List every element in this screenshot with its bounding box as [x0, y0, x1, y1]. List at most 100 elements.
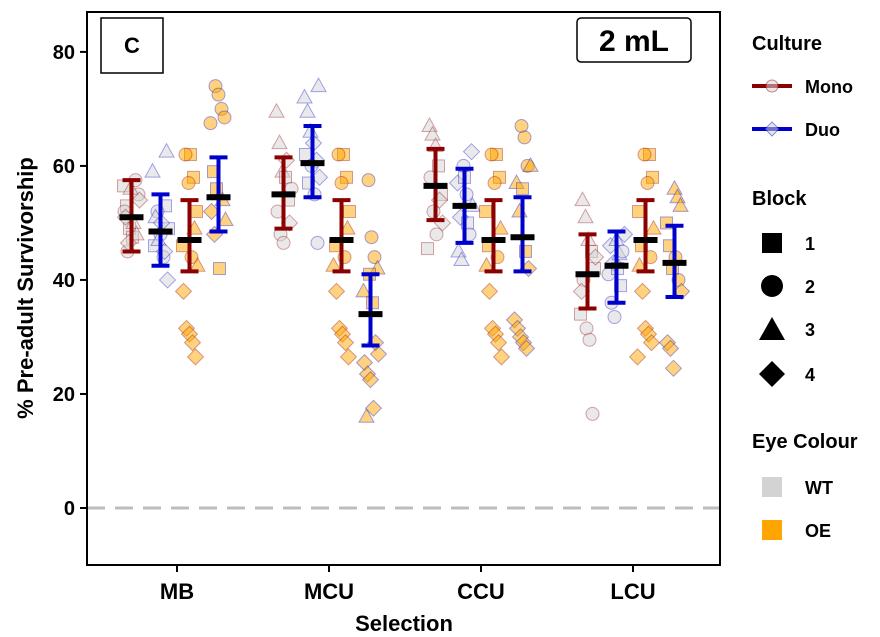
data-point-circle: [640, 176, 655, 191]
legend-oe-swatch: [762, 520, 782, 540]
x-axis-title: Selection: [355, 611, 453, 636]
data-point-circle: [607, 310, 622, 325]
data-point-square: [479, 205, 492, 219]
x-tick-label: MCU: [304, 579, 354, 604]
data-point-circle: [331, 147, 346, 162]
x-tick-label: MB: [160, 579, 194, 604]
data-point-square: [213, 262, 226, 276]
data-point-circle: [487, 176, 502, 191]
legend-wt-label: WT: [805, 478, 833, 498]
data-point-triangle: [645, 219, 662, 235]
legend: Culture Mono Duo Block 1 2 3 4 Eye Colou…: [752, 33, 858, 541]
data-point-circle: [310, 235, 325, 250]
data-point-circle: [203, 116, 218, 131]
legend-block2-circle-icon: [761, 275, 783, 297]
data-point-diamond: [492, 348, 511, 366]
data-point-diamond: [183, 333, 202, 352]
legend-oe-label: OE: [805, 521, 831, 541]
data-point-circle: [334, 176, 349, 191]
data-point-diamond: [369, 345, 388, 363]
data-point-circle: [582, 332, 597, 347]
data-point-diamond: [642, 333, 661, 352]
data-point-circle: [178, 147, 193, 162]
data-point-circle: [276, 235, 291, 250]
data-point-triangle: [666, 179, 683, 195]
y-tick-label: 20: [53, 384, 75, 406]
data-point-triangle: [424, 125, 441, 141]
data-point-diamond: [364, 399, 383, 417]
x-tick-label: CCU: [457, 579, 505, 604]
legend-item-duo: Duo: [752, 120, 840, 140]
axis-layer: 0 20 40 60 80 MB MCU CCU LCU: [53, 42, 656, 604]
x-tick-label: LCU: [610, 579, 655, 604]
legend-block3-label: 3: [805, 320, 815, 340]
data-point-diamond: [327, 282, 346, 301]
data-point-triangle: [672, 196, 689, 212]
data-point-triangle: [271, 134, 288, 150]
data-point-square: [632, 205, 645, 219]
data-point-triangle: [450, 242, 467, 258]
data-point-triangle: [217, 211, 234, 227]
data-point-triangle: [492, 219, 509, 235]
panel-label-box: [100, 17, 164, 74]
legend-culture-title: Culture: [752, 33, 822, 55]
data-point-triangle: [158, 142, 175, 158]
data-point-square: [190, 205, 203, 219]
data-point-diamond: [586, 248, 605, 266]
data-point-triangle: [522, 156, 539, 172]
data-point-circle: [484, 147, 499, 162]
data-point-square: [299, 148, 312, 162]
legend-mono-label: Mono: [805, 77, 853, 97]
data-point-diamond: [489, 333, 508, 352]
data-point-diamond: [517, 339, 536, 358]
data-point-triangle: [421, 116, 438, 133]
legend-eye-title: Eye Colour: [752, 431, 858, 453]
y-tick-label: 80: [53, 42, 75, 64]
y-axis-title: % Pre-adult Survivorship: [13, 157, 38, 419]
legend-wt-swatch: [762, 477, 782, 497]
y-tick-label: 60: [53, 156, 75, 178]
legend-block4-label: 4: [805, 365, 815, 385]
data-point-circle: [217, 110, 232, 125]
volume-label: 2 mL: [599, 25, 669, 58]
data-point-triangle: [574, 191, 591, 207]
data-point-triangle: [268, 102, 285, 118]
data-point-triangle: [358, 407, 375, 423]
data-point-circle: [579, 321, 594, 336]
legend-duo-label: Duo: [805, 120, 840, 140]
y-tick-label: 40: [53, 270, 75, 292]
data-point-diamond: [628, 348, 647, 366]
data-point-triangle: [577, 208, 594, 224]
data-point-triangle: [310, 77, 327, 93]
data-point-circle: [211, 87, 226, 102]
data-point-circle: [585, 406, 600, 421]
data-point-diamond: [633, 282, 652, 301]
data-point-circle: [429, 227, 444, 242]
data-point-diamond: [174, 282, 193, 301]
points-layer: [116, 77, 691, 423]
data-point-square: [421, 242, 434, 256]
bars-layer: [119, 124, 687, 348]
data-point-diamond: [130, 191, 149, 209]
legend-mono-point: [765, 79, 779, 93]
data-point-circle: [367, 250, 382, 265]
data-point-diamond: [186, 348, 205, 366]
data-point-diamond: [664, 359, 683, 378]
data-point-circle: [517, 130, 532, 145]
data-point-diamond: [462, 142, 481, 161]
plot-panel: [86, 11, 721, 566]
data-point-circle: [514, 119, 529, 134]
legend-block1-square-icon: [762, 233, 782, 253]
data-point-triangle: [339, 219, 356, 235]
legend-block-title: Block: [752, 188, 807, 210]
data-point-diamond: [480, 282, 499, 301]
legend-block4-diamond-icon: [759, 361, 785, 387]
legend-block2-label: 2: [805, 277, 815, 297]
legend-item-mono: Mono: [752, 77, 853, 97]
data-point-diamond: [158, 271, 177, 289]
data-point-triangle: [296, 88, 313, 104]
data-point-diamond: [339, 348, 358, 366]
data-point-circle: [364, 230, 379, 245]
panel-label: C: [124, 33, 140, 58]
data-point-diamond: [661, 339, 680, 358]
